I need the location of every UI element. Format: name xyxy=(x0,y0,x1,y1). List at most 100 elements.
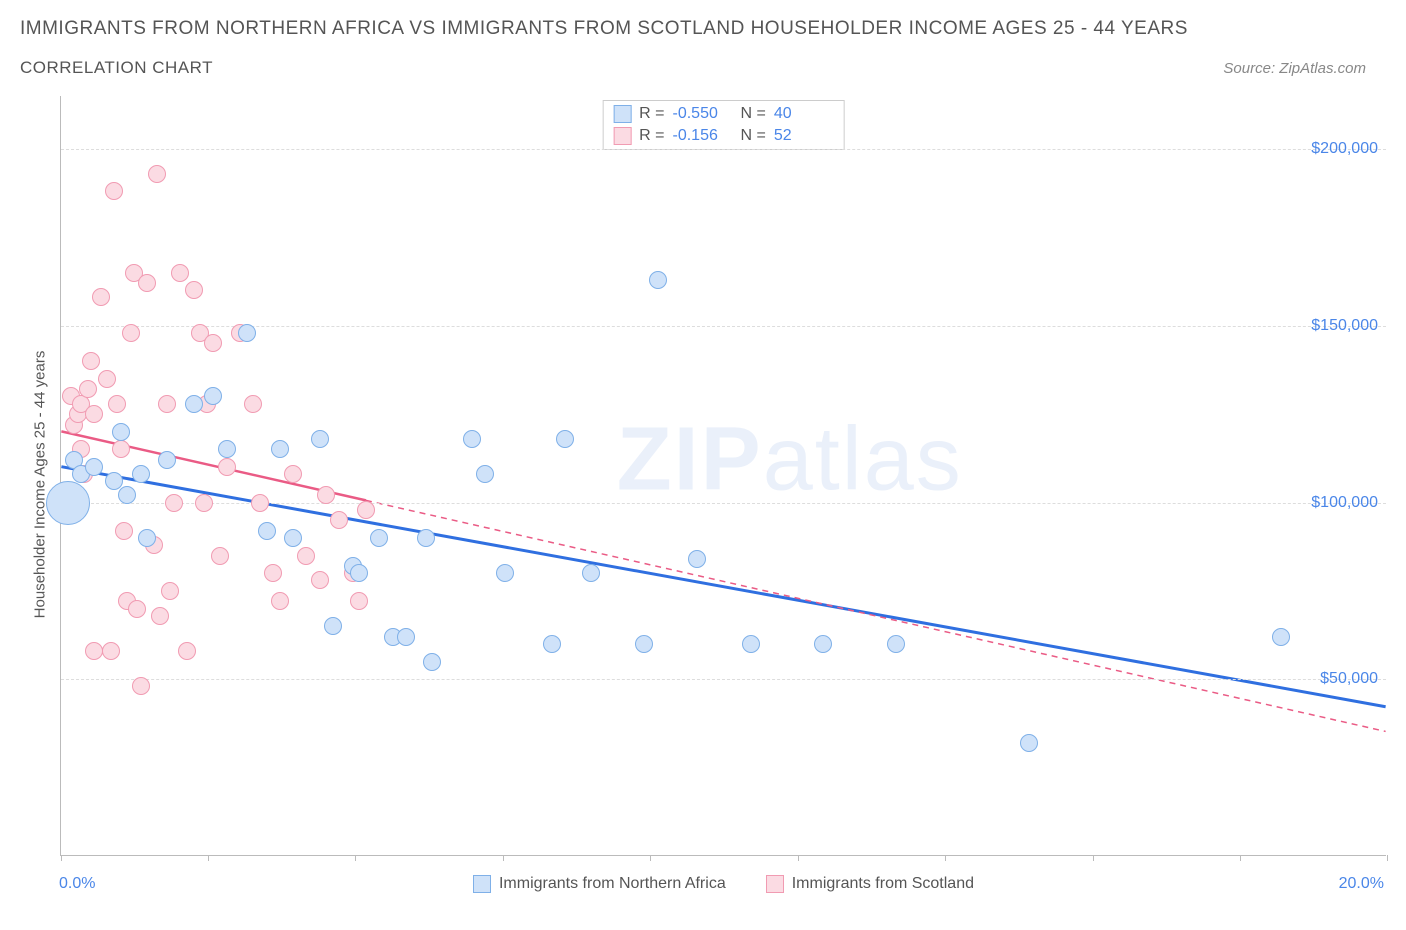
scatter-point-northern_africa xyxy=(112,423,130,441)
legend-item-label-1: Immigrants from Scotland xyxy=(792,875,974,893)
x-tick xyxy=(1387,855,1388,861)
scatter-point-scotland xyxy=(128,600,146,618)
x-tick xyxy=(1093,855,1094,861)
chart-container: Householder Income Ages 25 - 44 years ZI… xyxy=(20,96,1386,896)
legend-r-value-1: -0.156 xyxy=(673,127,733,145)
scatter-point-scotland xyxy=(85,642,103,660)
scatter-point-scotland xyxy=(122,324,140,342)
subtitle-row: CORRELATION CHART Source: ZipAtlas.com xyxy=(20,58,1386,78)
trendline-extrapolated-scotland xyxy=(366,500,1386,731)
scatter-point-scotland xyxy=(251,494,269,512)
gridline-h xyxy=(61,326,1386,327)
scatter-point-scotland xyxy=(195,494,213,512)
scatter-point-scotland xyxy=(204,334,222,352)
scatter-point-scotland xyxy=(284,465,302,483)
scatter-point-northern_africa xyxy=(417,529,435,547)
scatter-point-northern_africa xyxy=(284,529,302,547)
legend-item-label-0: Immigrants from Northern Africa xyxy=(499,875,726,893)
scatter-point-scotland xyxy=(132,677,150,695)
y-axis-label-container: Householder Income Ages 25 - 44 years xyxy=(20,96,50,856)
scatter-point-scotland xyxy=(218,458,236,476)
scatter-point-northern_africa xyxy=(258,522,276,540)
scatter-point-scotland xyxy=(151,607,169,625)
x-axis-max-label: 20.0% xyxy=(1339,875,1384,893)
scatter-point-northern_africa xyxy=(105,472,123,490)
legend-n-value-1: 52 xyxy=(774,127,834,145)
scatter-point-northern_africa xyxy=(556,430,574,448)
scatter-point-scotland xyxy=(161,582,179,600)
x-tick xyxy=(208,855,209,861)
scatter-point-scotland xyxy=(244,395,262,413)
scatter-point-northern_africa xyxy=(582,564,600,582)
scatter-point-northern_africa xyxy=(688,550,706,568)
scatter-point-scotland xyxy=(178,642,196,660)
scatter-point-scotland xyxy=(185,281,203,299)
chart-title: IMMIGRANTS FROM NORTHERN AFRICA VS IMMIG… xyxy=(20,18,1386,40)
scatter-point-scotland xyxy=(98,370,116,388)
scatter-point-northern_africa xyxy=(1272,628,1290,646)
scatter-point-northern_africa xyxy=(423,653,441,671)
scatter-point-northern_africa xyxy=(1020,734,1038,752)
scatter-point-northern_africa xyxy=(350,564,368,582)
scatter-point-scotland xyxy=(350,592,368,610)
legend-swatch-1 xyxy=(613,127,631,145)
source-label: Source: ZipAtlas.com xyxy=(1223,60,1366,77)
scatter-point-scotland xyxy=(148,165,166,183)
legend-n-value-0: 40 xyxy=(774,105,834,123)
scatter-point-northern_africa xyxy=(463,430,481,448)
legend-item-0: Immigrants from Northern Africa xyxy=(473,875,726,893)
scatter-point-northern_africa xyxy=(85,458,103,476)
x-tick xyxy=(61,855,62,861)
legend-n-label-0: N = xyxy=(741,105,766,123)
scatter-point-northern_africa xyxy=(814,635,832,653)
scatter-point-scotland xyxy=(297,547,315,565)
gridline-h xyxy=(61,149,1386,150)
scatter-point-northern_africa xyxy=(132,465,150,483)
scatter-point-scotland xyxy=(138,274,156,292)
legend-stats-box: R = -0.550 N = 40 R = -0.156 N = 52 xyxy=(602,100,845,150)
x-tick xyxy=(945,855,946,861)
legend-r-label-0: R = xyxy=(639,105,664,123)
scatter-point-northern_africa xyxy=(397,628,415,646)
source-prefix: Source: xyxy=(1223,60,1275,77)
chart-header: IMMIGRANTS FROM NORTHERN AFRICA VS IMMIG… xyxy=(0,0,1406,78)
scatter-point-scotland xyxy=(317,486,335,504)
scatter-point-scotland xyxy=(264,564,282,582)
y-tick-label: $50,000 xyxy=(1320,670,1378,688)
scatter-point-scotland xyxy=(108,395,126,413)
scatter-point-northern_africa xyxy=(476,465,494,483)
scatter-point-northern_africa xyxy=(543,635,561,653)
scatter-point-northern_africa xyxy=(649,271,667,289)
scatter-point-northern_africa xyxy=(311,430,329,448)
scatter-point-northern_africa xyxy=(496,564,514,582)
scatter-point-scotland xyxy=(102,642,120,660)
x-tick xyxy=(1240,855,1241,861)
plot-area: ZIPatlas R = -0.550 N = 40 R = -0.156 N … xyxy=(60,96,1386,856)
scatter-point-scotland xyxy=(82,352,100,370)
legend-n-label-1: N = xyxy=(741,127,766,145)
scatter-point-northern_africa xyxy=(138,529,156,547)
chart-subtitle: CORRELATION CHART xyxy=(20,58,213,78)
scatter-point-northern_africa xyxy=(46,481,90,525)
x-tick xyxy=(503,855,504,861)
scatter-point-northern_africa xyxy=(238,324,256,342)
scatter-point-northern_africa xyxy=(324,617,342,635)
scatter-point-scotland xyxy=(330,511,348,529)
watermark-light: atlas xyxy=(763,410,963,510)
scatter-point-northern_africa xyxy=(118,486,136,504)
scatter-point-northern_africa xyxy=(185,395,203,413)
legend-stats-row-1: R = -0.156 N = 52 xyxy=(613,125,834,147)
legend-bottom-swatch-1 xyxy=(766,875,784,893)
legend-bottom-swatch-0 xyxy=(473,875,491,893)
trend-lines-svg xyxy=(61,96,1386,855)
scatter-point-northern_africa xyxy=(370,529,388,547)
legend-item-1: Immigrants from Scotland xyxy=(766,875,974,893)
scatter-point-scotland xyxy=(271,592,289,610)
watermark-bold: ZIP xyxy=(617,410,763,510)
scatter-point-scotland xyxy=(112,440,130,458)
y-tick-label: $150,000 xyxy=(1311,317,1378,335)
scatter-point-scotland xyxy=(115,522,133,540)
scatter-point-northern_africa xyxy=(158,451,176,469)
legend-r-label-1: R = xyxy=(639,127,664,145)
scatter-point-scotland xyxy=(92,288,110,306)
